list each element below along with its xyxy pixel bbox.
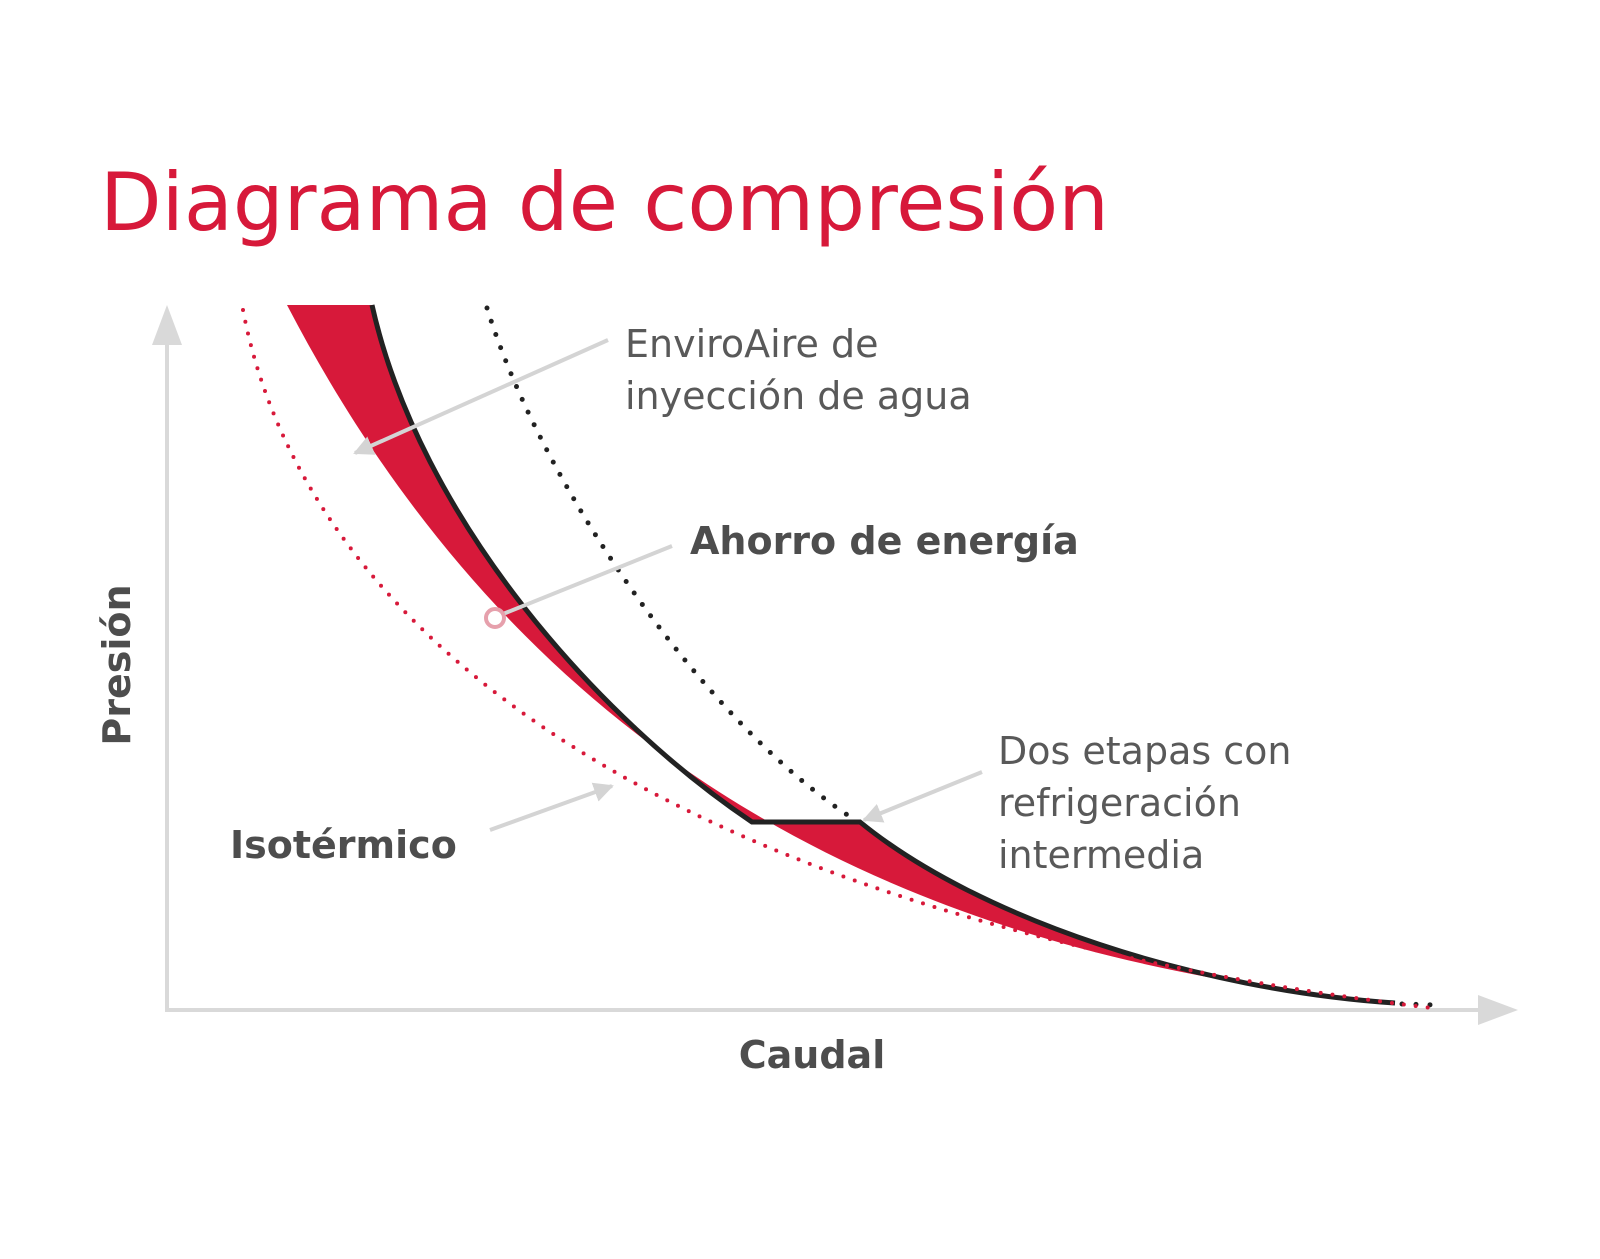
annotation: inyección de agua (625, 374, 972, 418)
adiabatic-curve (484, 305, 858, 823)
annotation: refrigeración (998, 781, 1241, 825)
pointer (489, 782, 614, 832)
pointer-dot (484, 607, 506, 629)
annotation: Isotérmico (230, 823, 457, 867)
title: Diagrama de compresión (100, 156, 1109, 249)
annotation: Dos etapas con (998, 729, 1291, 773)
annotation: Ahorro de energía (690, 519, 1079, 563)
x-axis-arrow (1478, 995, 1518, 1025)
y-axis-arrow (152, 305, 182, 345)
adiabatic-curve-end (1399, 1001, 1439, 1008)
two-stage-curve (369, 304, 1396, 1006)
pointer (502, 544, 673, 616)
pointer (862, 770, 983, 823)
y-axis-label: Presión (95, 584, 139, 745)
isothermal-curve (241, 308, 1434, 1010)
x-axis-label: Caudal (739, 1033, 885, 1077)
annotation: EnviroAire de (625, 322, 878, 366)
annotation: intermedia (998, 833, 1204, 877)
pointer (353, 338, 609, 455)
